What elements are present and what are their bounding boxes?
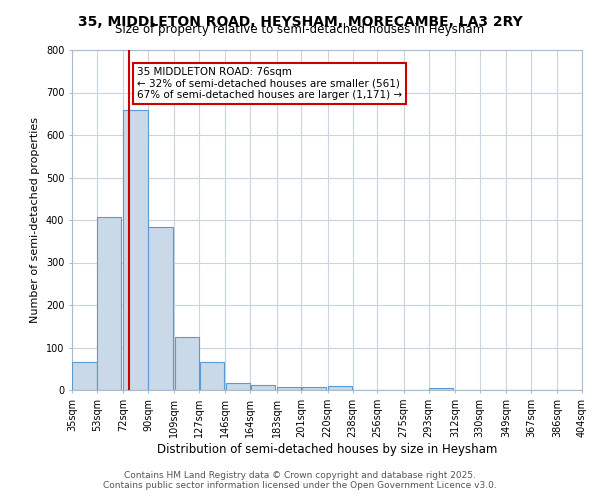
Bar [226, 383, 250, 390]
Bar [73, 362, 97, 390]
X-axis label: Distribution of semi-detached houses by size in Heysham: Distribution of semi-detached houses by … [157, 442, 497, 456]
Text: Contains HM Land Registry data © Crown copyright and database right 2025.
Contai: Contains HM Land Registry data © Crown c… [103, 470, 497, 490]
Bar [175, 337, 199, 390]
Bar [124, 110, 148, 390]
Bar [302, 386, 326, 390]
Bar [97, 217, 121, 390]
Bar [199, 362, 224, 390]
Text: Size of property relative to semi-detached houses in Heysham: Size of property relative to semi-detach… [115, 22, 485, 36]
Y-axis label: Number of semi-detached properties: Number of semi-detached properties [31, 117, 40, 323]
Bar [277, 386, 301, 390]
Text: 35, MIDDLETON ROAD, HEYSHAM, MORECAMBE, LA3 2RY: 35, MIDDLETON ROAD, HEYSHAM, MORECAMBE, … [77, 15, 523, 29]
Bar [148, 227, 173, 390]
Text: 35 MIDDLETON ROAD: 76sqm
← 32% of semi-detached houses are smaller (561)
67% of : 35 MIDDLETON ROAD: 76sqm ← 32% of semi-d… [137, 67, 402, 100]
Bar [328, 386, 352, 390]
Bar [429, 388, 453, 390]
Bar [251, 385, 275, 390]
